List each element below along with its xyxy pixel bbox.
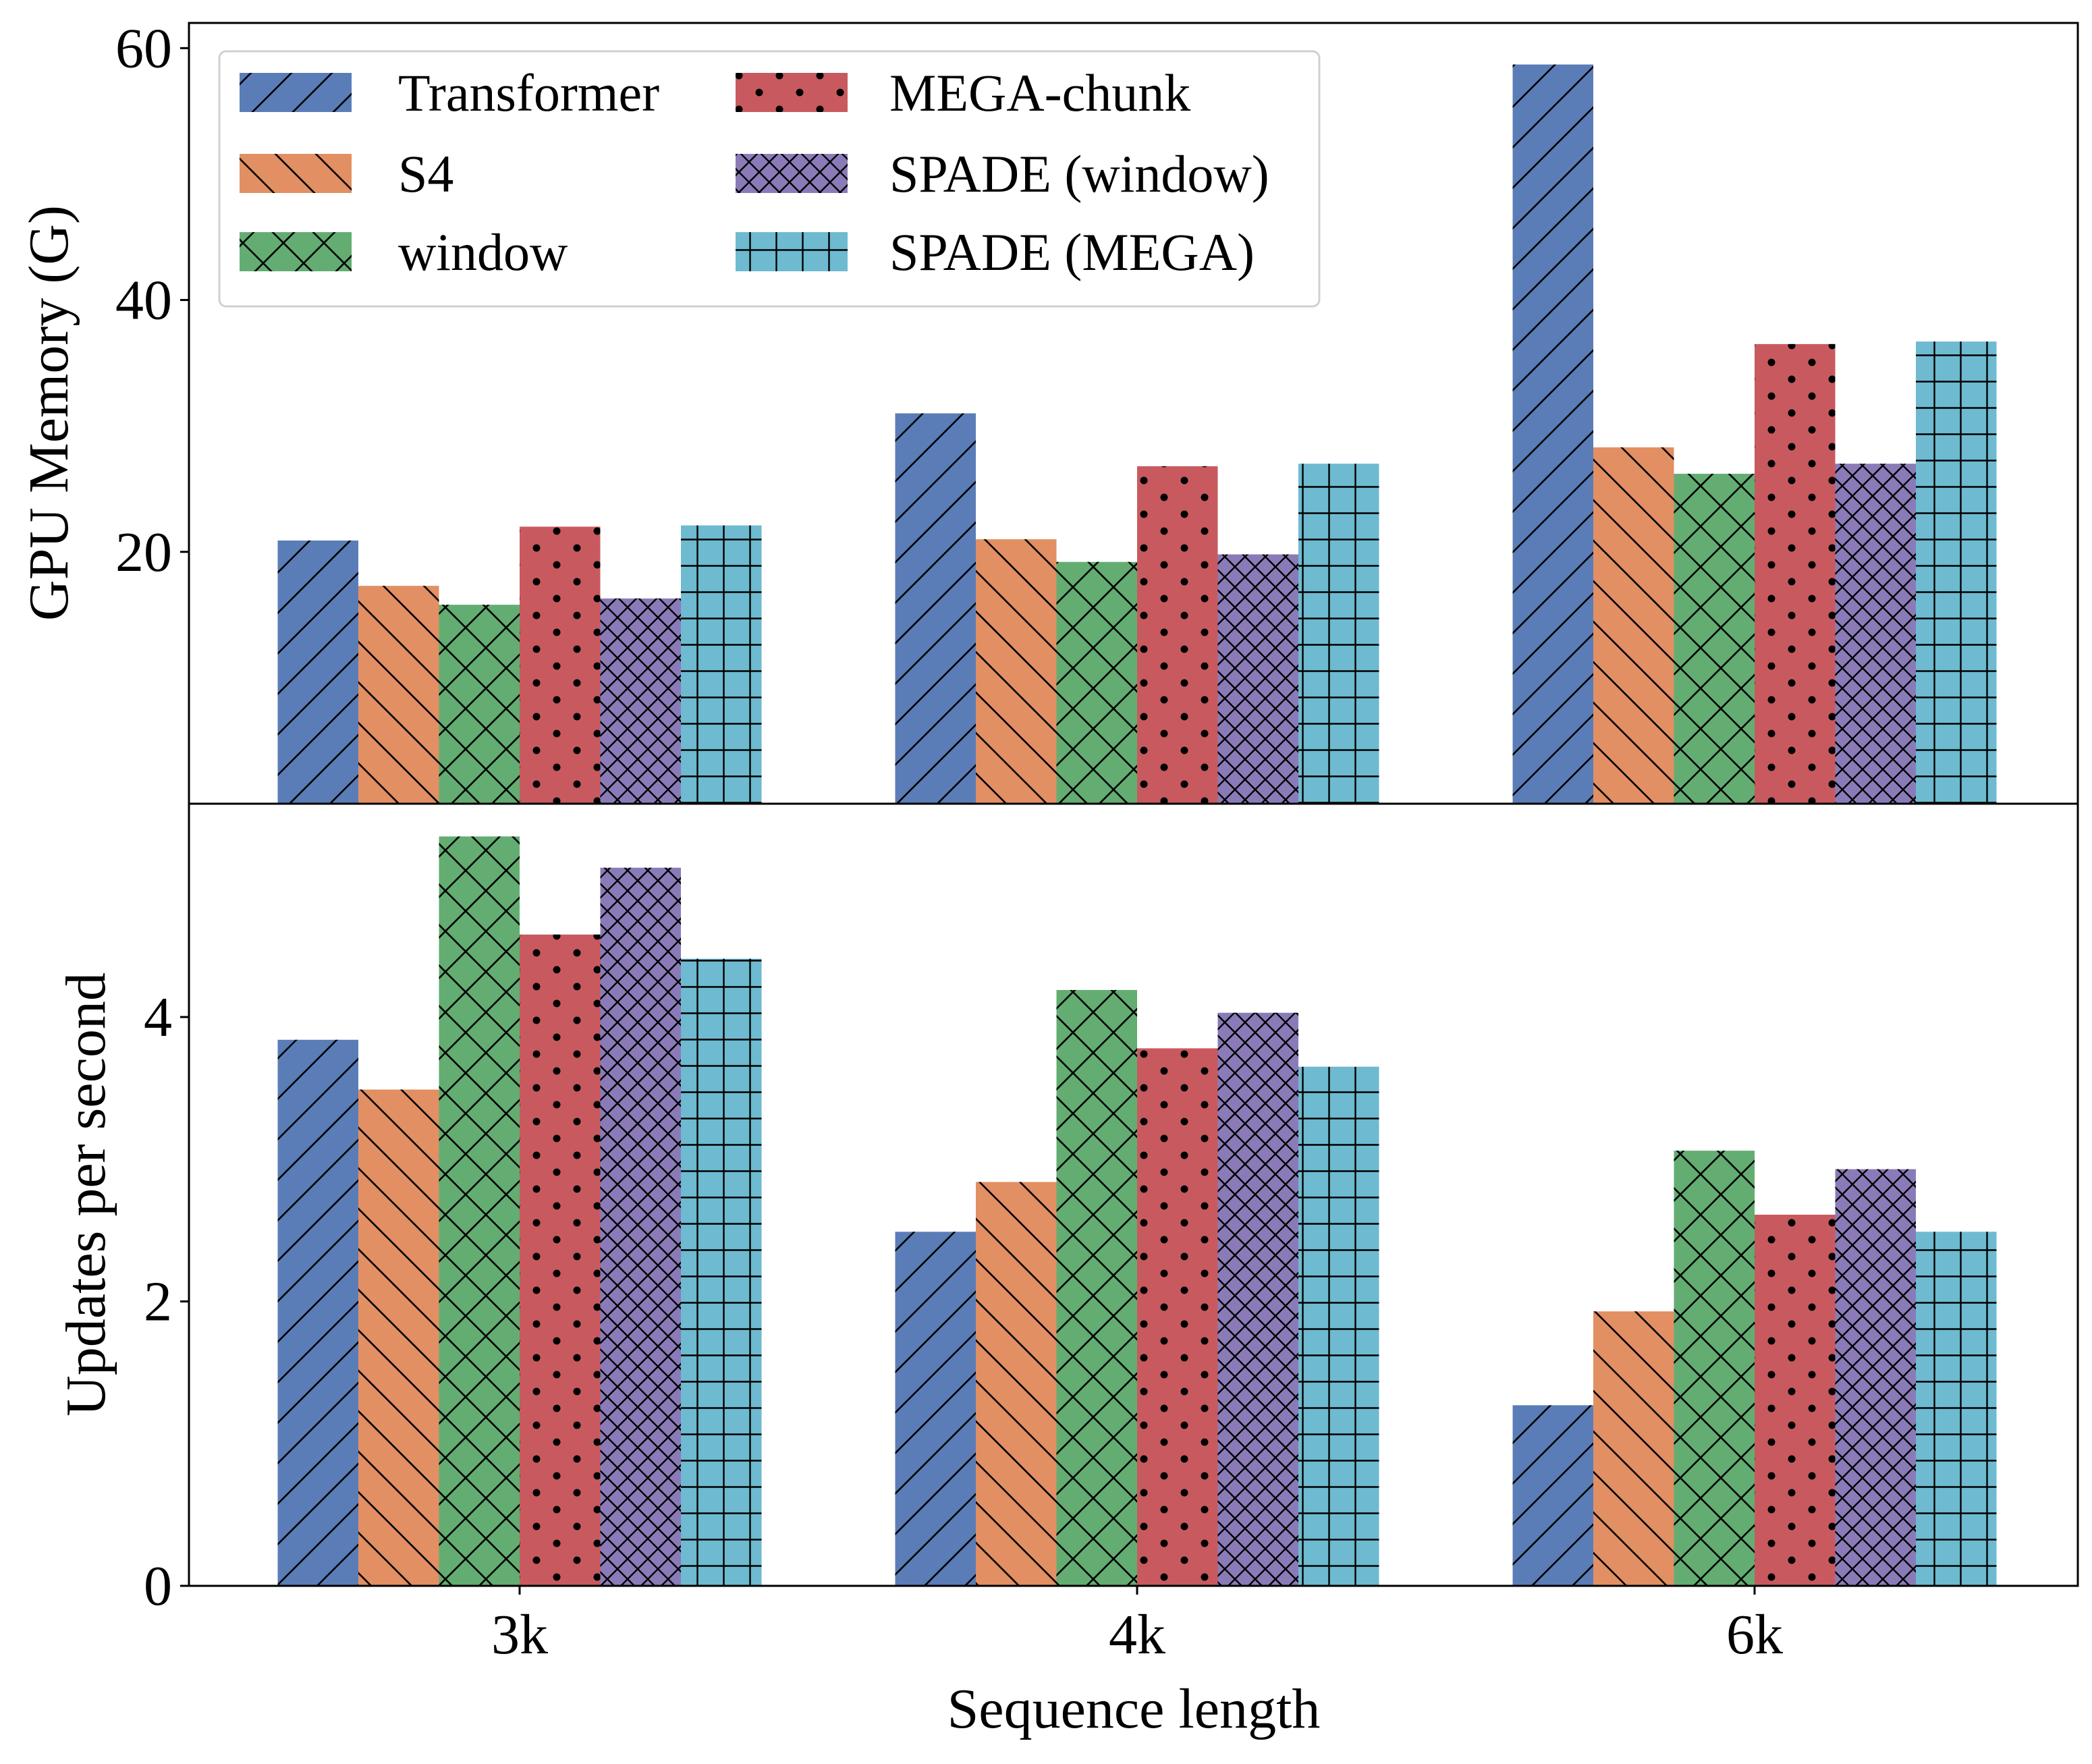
bottom-bar-transformer-4k-hatch (895, 1232, 976, 1586)
top-bar-s4-3k-hatch (358, 586, 439, 804)
bottom-bar-window-3k-hatch (439, 836, 520, 1586)
top-bar-transformer-3k-hatch (277, 540, 358, 804)
legend-label-mega-chunk: MEGA-chunk (889, 63, 1190, 122)
x-tick-label-4k: 4k (1109, 1603, 1165, 1666)
top-bar-spade-window-3k-hatch (600, 598, 681, 804)
top-bar-s4-6k-hatch (1593, 447, 1674, 804)
top-bar-s4-4k-hatch (976, 539, 1057, 804)
top-bar-window-4k-hatch (1056, 561, 1137, 804)
bottom-panel-y-axis: 0 2 4 (144, 986, 189, 1618)
top-bar-mega-chunk-4k-hatch (1137, 466, 1218, 804)
legend-label-s4: S4 (398, 144, 453, 203)
x-tick-label-3k: 3k (491, 1603, 548, 1666)
bottom-bar-mega-chunk-4k-hatch (1137, 1048, 1218, 1586)
bottom-y-tick-label-4: 4 (144, 986, 172, 1049)
legend-label-spade-mega: SPADE (MEGA) (889, 223, 1255, 281)
top-panel-y-axis: 20 40 60 (115, 17, 189, 584)
bottom-y-tick-label-2: 2 (144, 1271, 172, 1333)
bottom-bar-window-4k-hatch (1056, 990, 1137, 1586)
bottom-bar-mega-chunk-3k-hatch (520, 934, 601, 1586)
top-panel-y-axis-label: GPU Memory (G) (18, 205, 80, 621)
bottom-panel-frame (188, 802, 2079, 1587)
legend-swatch-spade-mega-hatch (736, 232, 848, 271)
bottom-y-tick-label-0: 0 (144, 1555, 172, 1618)
bottom-bar-transformer-3k-hatch (277, 1039, 358, 1586)
bottom-bar-spade-window-6k-hatch (1835, 1169, 1916, 1586)
bottom-bar-s4-4k-hatch (976, 1182, 1057, 1586)
bottom-bar-spade-window-3k-hatch (600, 867, 681, 1586)
top-bar-spade-mega-3k-hatch (681, 525, 762, 804)
bottom-bar-window-6k-hatch (1674, 1151, 1755, 1586)
bottom-bar-spade-mega-4k-hatch (1298, 1066, 1379, 1586)
bottom-bar-mega-chunk-6k-hatch (1755, 1215, 1836, 1586)
legend-swatch-mega-chunk-hatch (736, 73, 848, 112)
legend-swatch-spade-window-hatch (736, 154, 848, 193)
top-panel-bars (277, 64, 1997, 804)
top-bar-spade-window-4k-hatch (1217, 554, 1298, 804)
top-bar-spade-mega-6k-hatch (1916, 341, 1997, 804)
legend: Transformer S4 window MEGA-chunk SPADE (wind… (218, 50, 1321, 308)
top-bar-transformer-6k-hatch (1512, 64, 1593, 804)
legend-label-spade-window: SPADE (window) (889, 144, 1269, 203)
bottom-bar-spade-window-4k-hatch (1217, 1012, 1298, 1586)
legend-swatch-transformer-hatch (240, 73, 352, 112)
top-y-tick-label-40: 40 (115, 269, 172, 332)
legend-swatch-s4-hatch (240, 154, 352, 193)
top-y-tick-label-20: 20 (115, 521, 172, 584)
top-bar-transformer-4k-hatch (895, 413, 976, 804)
x-axis: 3k 4k 6k (491, 1586, 1783, 1666)
top-bar-spade-mega-4k-hatch (1298, 464, 1379, 804)
legend-swatch-window-hatch (240, 232, 352, 271)
bottom-bar-transformer-6k-hatch (1512, 1405, 1593, 1586)
legend-label-window: window (398, 223, 568, 281)
top-bar-window-6k-hatch (1674, 474, 1755, 804)
top-bar-mega-chunk-6k-hatch (1755, 343, 1836, 804)
top-bar-spade-window-6k-hatch (1835, 464, 1916, 804)
bottom-panel-y-axis-label: Updates per second (55, 972, 117, 1416)
x-axis-label: Sequence length (947, 1678, 1321, 1740)
bottom-bar-s4-6k-hatch (1593, 1311, 1674, 1586)
x-tick-label-6k: 6k (1726, 1603, 1783, 1666)
top-bar-mega-chunk-3k-hatch (520, 526, 601, 804)
bottom-bar-spade-mega-3k-hatch (681, 958, 762, 1586)
legend-label-transformer: Transformer (398, 63, 659, 122)
top-bar-window-3k-hatch (439, 605, 520, 804)
bottom-panel-bars (277, 836, 1997, 1586)
top-y-tick-label-60: 60 (115, 17, 172, 80)
bottom-bar-spade-mega-6k-hatch (1916, 1232, 1997, 1586)
bottom-bar-s4-3k-hatch (358, 1089, 439, 1586)
